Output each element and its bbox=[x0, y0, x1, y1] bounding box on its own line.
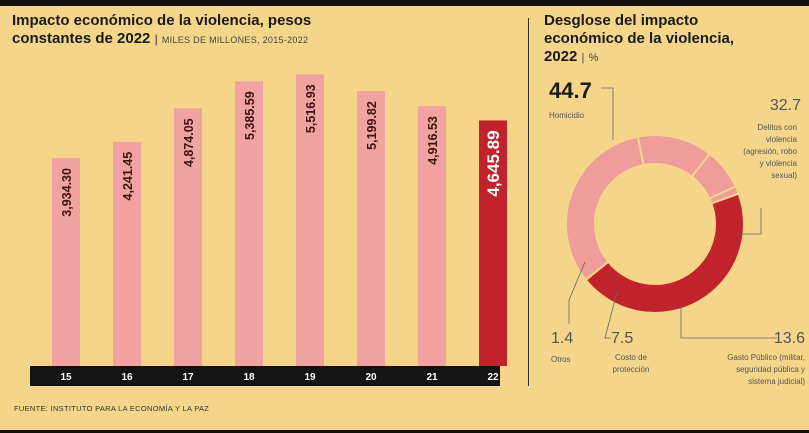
bar-16 bbox=[113, 141, 141, 366]
bar-value-label-22: 4,645.89 bbox=[484, 130, 503, 196]
leader-gasto bbox=[680, 306, 777, 339]
donut-chart: 44.7 Homicidio 32.7 Delitos con violencia (ag… bbox=[549, 78, 805, 386]
bar-value-label-21: 4,916.53 bbox=[426, 116, 440, 165]
bar-chart: 3,934.30 15 4,241.45 16 4,874.05 17 5,385.59 18… bbox=[30, 74, 507, 386]
bar-value-label-19: 5,516.93 bbox=[304, 84, 318, 133]
donut-label-homicidio: Homicidio bbox=[549, 111, 585, 120]
donut-label-gasto-0: Gasto Público (militar, bbox=[727, 353, 805, 362]
bar-21 bbox=[418, 106, 446, 366]
donut-label-delitos-2: (agresión, robo bbox=[743, 147, 797, 156]
donut-label-delitos-0: Delitos con bbox=[757, 123, 797, 132]
donut-chart-title-line3: 2022 bbox=[544, 48, 578, 65]
donut-chart-title-line2: económico de la violencia, bbox=[544, 30, 735, 47]
title-separator: | bbox=[154, 32, 158, 46]
donut-label-delitos-4: sexual) bbox=[771, 171, 797, 180]
leader-homicidio bbox=[601, 87, 614, 140]
bar-chart-title-line1: Impacto económico de la violencia, pesos bbox=[12, 12, 312, 29]
donut-label-costo-1: protección bbox=[613, 365, 650, 374]
donut-slice-1 bbox=[565, 135, 645, 282]
donut-chart-title-line1: Desglose del impacto bbox=[544, 12, 699, 29]
bar-value-label-17: 4,874.05 bbox=[182, 118, 196, 167]
x-tick-18: 18 bbox=[243, 372, 255, 383]
x-tick-17: 17 bbox=[182, 372, 194, 383]
bar-17 bbox=[174, 108, 202, 366]
donut-value-gasto: 13.6 bbox=[774, 330, 805, 347]
bar-chart-unit: MILES DE MILLONES, 2015-2022 bbox=[161, 35, 309, 45]
x-tick-21: 21 bbox=[426, 372, 438, 383]
x-tick-15: 15 bbox=[60, 372, 72, 383]
bar-value-label-16: 4,241.45 bbox=[121, 152, 135, 201]
x-tick-20: 20 bbox=[365, 372, 377, 383]
x-axis-band bbox=[30, 366, 500, 386]
donut-value-homicidio: 44.7 bbox=[549, 78, 592, 103]
donut-label-gasto-2: sistema judicial) bbox=[748, 377, 805, 386]
donut-value-delitos: 32.7 bbox=[770, 97, 801, 114]
bar-value-label-20: 5,199.82 bbox=[365, 101, 379, 150]
bar-chart-title-line2: constantes de 2022 bbox=[12, 30, 151, 47]
bar-19 bbox=[296, 74, 324, 367]
donut-label-costo-0: Costo de bbox=[615, 353, 648, 362]
donut-chart-unit: % bbox=[588, 52, 599, 64]
leader-delitos bbox=[737, 208, 762, 235]
leader-otros bbox=[568, 261, 586, 324]
donut-label-delitos-3: y violencia bbox=[760, 159, 798, 168]
bottom-rule bbox=[0, 430, 809, 433]
source-note: FUENTE: INSTITUTO PARA LA ECONOMÍA Y LA … bbox=[14, 404, 210, 413]
donut-value-otros: 1.4 bbox=[551, 330, 573, 347]
donut-value-costo: 7.5 bbox=[611, 330, 633, 347]
donut-label-otros: Otros bbox=[551, 355, 571, 364]
x-tick-16: 16 bbox=[121, 372, 133, 383]
bar-22 bbox=[479, 120, 507, 367]
bar-18 bbox=[235, 81, 263, 366]
bar-value-label-18: 5,385.59 bbox=[243, 91, 257, 140]
donut-title-separator: | bbox=[581, 52, 585, 64]
donut-slice-4 bbox=[708, 184, 740, 205]
bar-value-label-15: 3,934.30 bbox=[60, 168, 74, 217]
donut-slice-0 bbox=[584, 192, 745, 314]
donut-label-gasto-1: seguridad pública y bbox=[736, 365, 805, 374]
donut-chart-title: Desglose del impacto económico de la vio… bbox=[544, 12, 804, 67]
chart-divider bbox=[528, 18, 529, 386]
bar-chart-title: Impacto económico de la violencia, pesos… bbox=[12, 12, 512, 49]
x-tick-19: 19 bbox=[304, 372, 316, 383]
bar-15 bbox=[52, 158, 80, 366]
leader-costo bbox=[604, 291, 618, 339]
top-rule bbox=[0, 0, 809, 6]
x-tick-22: 22 bbox=[487, 372, 499, 383]
bar-20 bbox=[357, 91, 385, 366]
donut-label-delitos-1: violencia bbox=[766, 135, 798, 144]
